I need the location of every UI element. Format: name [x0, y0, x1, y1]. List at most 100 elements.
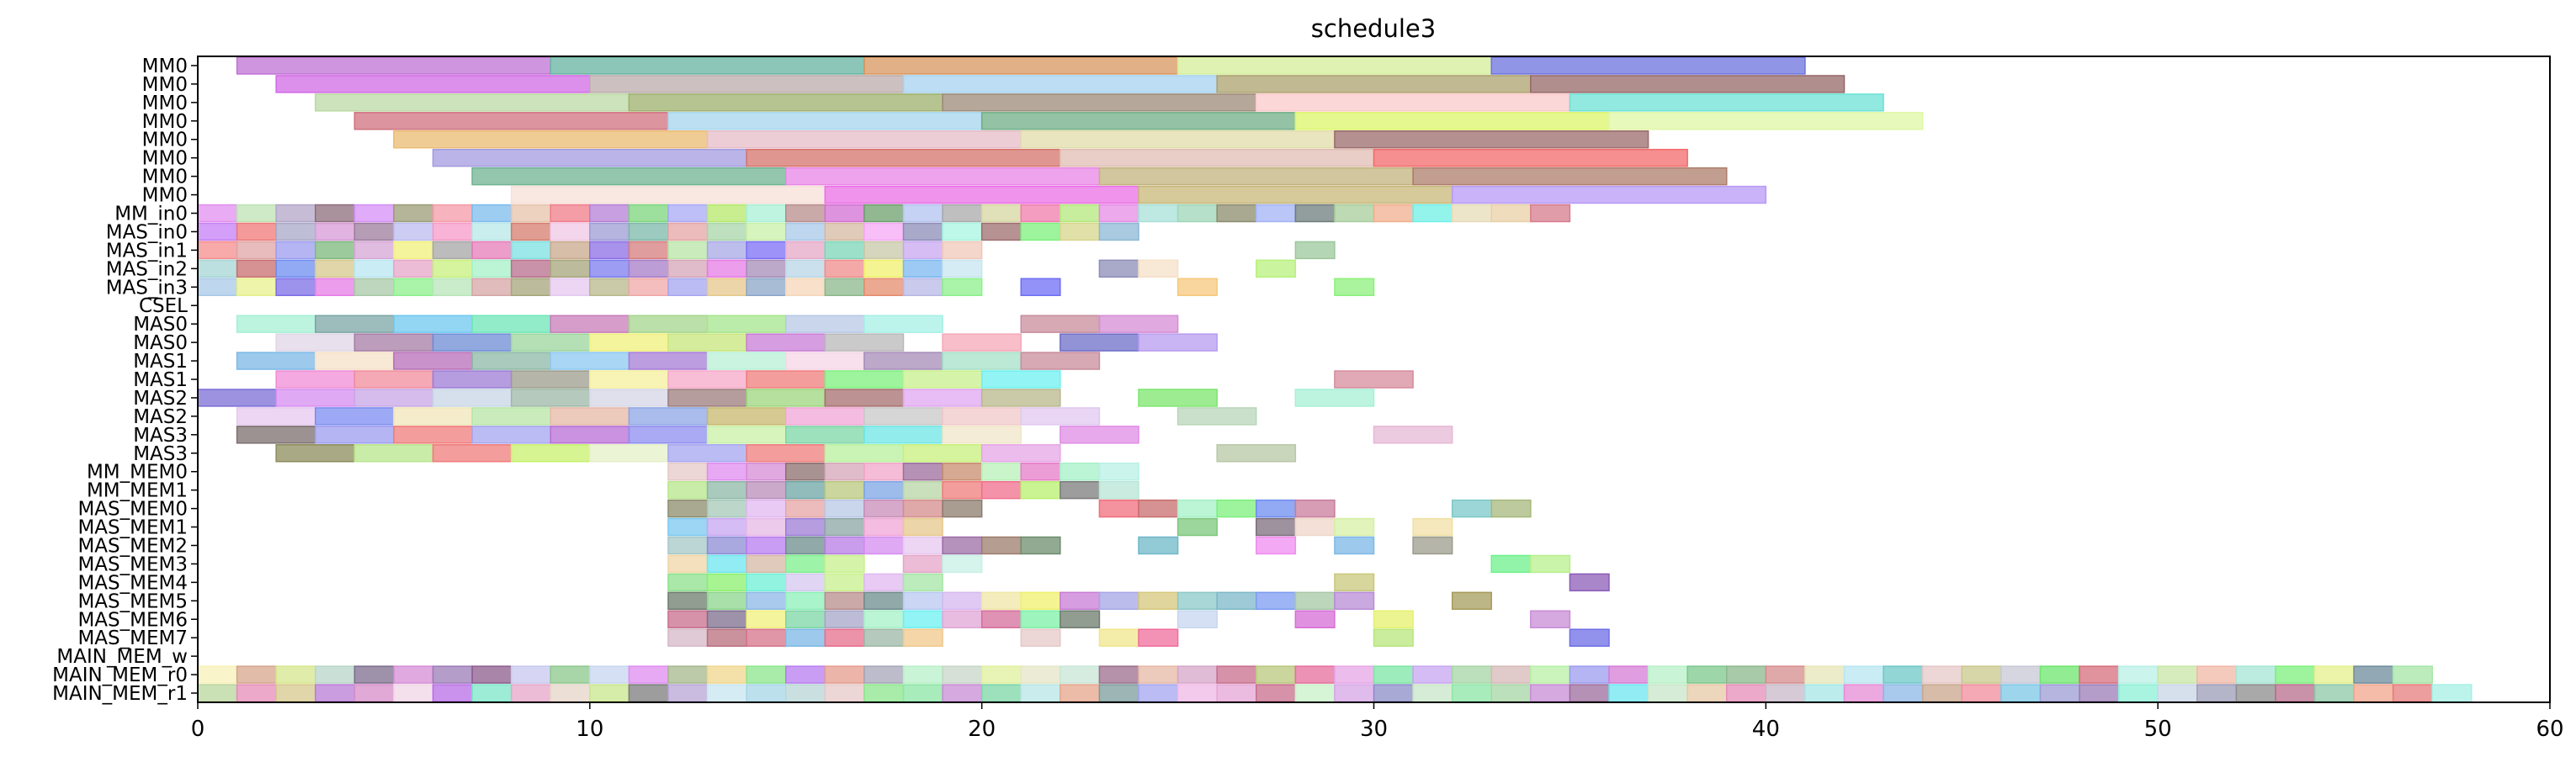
schedule-bar [393, 204, 434, 223]
schedule-bar [2079, 665, 2120, 684]
schedule-bar [628, 222, 669, 241]
schedule-bar [510, 684, 552, 702]
schedule-bar [510, 222, 552, 241]
schedule-bar [824, 222, 865, 241]
schedule-bar [902, 684, 943, 702]
schedule-bar [746, 222, 787, 241]
schedule-bar [1020, 610, 1061, 628]
schedule-bar [432, 370, 513, 389]
y-tick-label: MAIN_MEM_r1 [52, 683, 188, 705]
schedule-bar [746, 573, 787, 592]
y-tick-label: MAS_MEM7 [77, 627, 188, 649]
schedule-bar [1883, 684, 1924, 702]
schedule-bar [785, 499, 826, 518]
schedule-bar [275, 204, 316, 223]
schedule-bar [1256, 684, 1297, 702]
schedule-bar [628, 407, 709, 426]
schedule-bar [1530, 610, 1571, 628]
schedule-bar [2313, 665, 2355, 684]
schedule-bar [550, 204, 591, 223]
schedule-bar [1804, 684, 1846, 702]
schedule-bar [275, 241, 316, 260]
schedule-bar [589, 370, 669, 389]
schedule-bar [746, 462, 787, 481]
schedule-bar [1098, 222, 1139, 241]
x-tick-label: 40 [1752, 717, 1780, 742]
schedule-bar [236, 407, 316, 426]
schedule-bar [589, 241, 630, 260]
schedule-bar [902, 665, 943, 684]
schedule-bar [824, 204, 865, 223]
schedule-bar [942, 93, 1257, 112]
schedule-bar [628, 204, 669, 223]
schedule-bar [746, 278, 787, 297]
schedule-bar [2235, 684, 2276, 702]
schedule-bar [863, 499, 905, 518]
schedule-bar [980, 444, 1061, 463]
schedule-bar [902, 499, 943, 518]
schedule-bar [2157, 665, 2198, 684]
schedule-bar [1569, 665, 1610, 684]
schedule-bar [706, 241, 747, 260]
x-tick-label: 0 [191, 717, 205, 742]
schedule-bar [1020, 204, 1061, 223]
y-tick-label: MAS3 [133, 425, 188, 447]
schedule-bar [1373, 148, 1688, 167]
schedule-bar [863, 462, 905, 481]
schedule-bar [1451, 185, 1767, 204]
schedule-bar [1020, 480, 1061, 500]
schedule-bar [824, 665, 865, 684]
schedule-bar [353, 333, 434, 352]
schedule-bar [667, 610, 709, 628]
schedule-bar [315, 259, 356, 278]
y-tick-label: MAS_MEM1 [77, 517, 188, 539]
schedule-bar [942, 241, 983, 260]
schedule-bar [471, 259, 513, 278]
schedule-bar [706, 315, 787, 333]
schedule-bar [628, 259, 669, 278]
schedule-bar [1647, 684, 1688, 702]
y-tick-label: CSEL [139, 295, 188, 317]
schedule-bar [706, 517, 747, 537]
schedule-bar [2079, 684, 2120, 702]
x-tick-label: 50 [2144, 717, 2172, 742]
schedule-bar [1256, 591, 1297, 611]
schedule-bar [353, 259, 395, 278]
schedule-bar [353, 222, 395, 241]
schedule-bar [1020, 684, 1061, 702]
schedule-bar [471, 204, 513, 223]
schedule-bar [746, 499, 787, 518]
schedule-bar [353, 665, 395, 684]
schedule-bar [667, 222, 709, 241]
schedule-bar [1020, 278, 1061, 297]
schedule-bar [1216, 684, 1257, 702]
schedule-bar [942, 591, 983, 611]
schedule-bar [785, 426, 865, 444]
y-tick-label: MAS_MEM4 [77, 572, 188, 594]
schedule-bar [1530, 204, 1571, 223]
schedule-bar [667, 665, 709, 684]
schedule-bar [236, 426, 316, 444]
schedule-bar [1451, 665, 1492, 684]
schedule-bar [1138, 185, 1453, 204]
schedule-bar [667, 278, 709, 297]
y-tick-label: MM0 [142, 56, 188, 77]
schedule-bar [1530, 665, 1571, 684]
schedule-bar [1334, 573, 1375, 592]
schedule-bar [471, 684, 513, 702]
schedule-bar [197, 665, 238, 684]
schedule-bar [1256, 204, 1297, 223]
schedule-bar [393, 426, 473, 444]
schedule-bar [1294, 499, 1336, 518]
schedule-bar [902, 259, 943, 278]
schedule-bar [1138, 499, 1179, 518]
schedule-bar [1098, 315, 1179, 333]
y-tick-label: MAS_MEM3 [77, 553, 188, 575]
schedule-bar [510, 185, 826, 204]
schedule-bar [1138, 333, 1218, 352]
schedule-bar [1490, 684, 1532, 702]
schedule-bar [706, 480, 747, 500]
schedule-bar [1216, 444, 1297, 463]
schedule-bar [315, 315, 395, 333]
schedule-bar [275, 370, 356, 389]
